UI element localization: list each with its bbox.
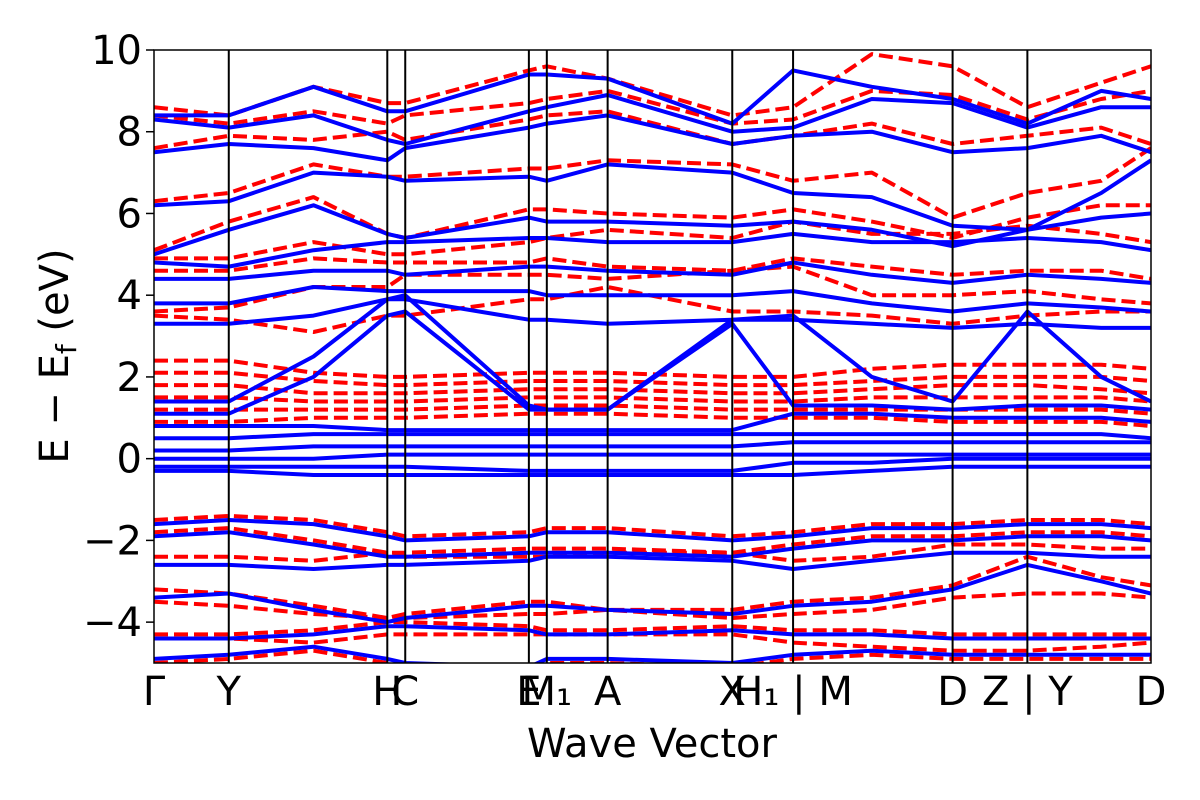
- band-line: [154, 256, 1151, 281]
- x-tick-label: E: [516, 669, 541, 715]
- band-line: [154, 285, 1151, 314]
- band-line: [154, 395, 1151, 404]
- y-tick-label: 10: [91, 28, 142, 74]
- y-axis-label-unit: (eV): [32, 248, 78, 344]
- kpoint-lines: [227, 50, 1029, 663]
- band-line: [154, 88, 1151, 126]
- x-tick-label: D: [1136, 669, 1167, 715]
- band-line: [154, 109, 1151, 151]
- band-line: [154, 297, 1151, 330]
- y-tick-label: 8: [117, 110, 142, 156]
- band-line: [154, 632, 1151, 653]
- band-line: [154, 285, 1151, 334]
- y-tick-label: −4: [83, 600, 142, 646]
- bands-layer: [154, 52, 1151, 663]
- plot-frame: [153, 49, 1152, 664]
- band-line: [154, 383, 1151, 396]
- y-axis: −4 −2 0 2 4 6 8 10: [83, 28, 154, 646]
- x-tick-label: Γ: [143, 669, 166, 715]
- band-line: [154, 526, 1151, 555]
- x-tick-label: H₁ | M: [733, 669, 853, 715]
- band-line: [154, 554, 1151, 620]
- x-tick-label: D: [937, 669, 968, 715]
- x-tick-label: H: [372, 669, 402, 715]
- x-tick-label: M₁: [522, 669, 573, 715]
- y-tick-label: 4: [117, 273, 142, 319]
- band-line: [154, 370, 1151, 388]
- band-line: [154, 620, 1151, 637]
- band-line: [154, 158, 1151, 232]
- x-axis-label: Wave Vector: [527, 721, 778, 767]
- band-line: [154, 542, 1151, 563]
- y-tick-label: 2: [117, 355, 142, 401]
- x-tick-label: Z | Y: [982, 669, 1073, 715]
- y-tick-label: 6: [117, 191, 142, 237]
- band-line: [154, 648, 1151, 663]
- x-tick-label: Y: [216, 669, 242, 715]
- y-tick-label: 0: [117, 437, 142, 483]
- x-axis: Γ Y HC EM₁ A XH₁ | M D Z | Y D: [143, 669, 1167, 715]
- band-line: [154, 432, 1151, 441]
- y-axis-label-sub: f: [50, 343, 83, 354]
- x-tick-label: C: [391, 669, 419, 715]
- x-tick-label: X: [719, 669, 746, 715]
- band-line: [154, 513, 1151, 539]
- y-axis-label: E − Ef (eV): [32, 248, 83, 463]
- band-line: [154, 440, 1151, 453]
- y-axis-label-main: E − E: [32, 354, 78, 464]
- y-tick-label: −2: [83, 518, 142, 564]
- x-tick-label: A: [594, 669, 622, 715]
- band-line: [154, 358, 1151, 379]
